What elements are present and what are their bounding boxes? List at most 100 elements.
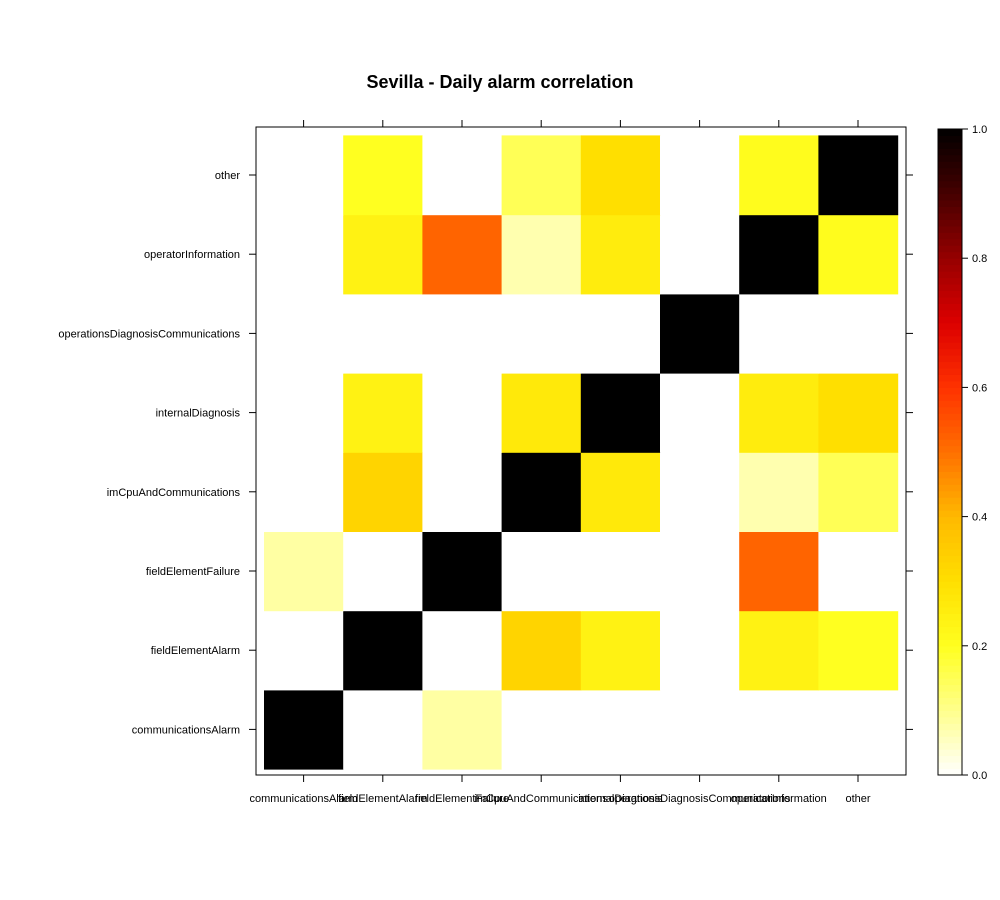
heatmap-cells xyxy=(264,135,899,770)
heatmap-cell xyxy=(818,452,899,532)
heatmap-cell xyxy=(660,293,740,374)
colorbar-swatch xyxy=(938,284,962,291)
colorbar-swatch xyxy=(938,303,962,311)
y-tick-label: fieldElementAlarm xyxy=(151,645,240,657)
y-tick-label: imCpuAndCommunications xyxy=(107,487,241,499)
heatmap-cell xyxy=(580,135,661,216)
colorbar-swatch xyxy=(938,296,962,304)
colorbar-swatch xyxy=(938,574,962,582)
colorbar-swatch xyxy=(938,645,962,653)
colorbar-swatch xyxy=(938,348,962,356)
heatmap-cell xyxy=(501,452,582,532)
y-tick-label: other xyxy=(215,170,240,182)
heatmap-cell xyxy=(580,452,661,532)
colorbar-swatch xyxy=(938,212,962,220)
heatmap-cell xyxy=(343,135,423,216)
heatmap-cell xyxy=(422,610,503,691)
y-tick-label: operationsDiagnosisCommunications xyxy=(58,328,240,340)
colorbar-swatch xyxy=(938,665,962,673)
colorbar-swatch xyxy=(938,684,962,692)
heatmap-cell xyxy=(422,214,503,295)
colorbar-swatch xyxy=(938,245,962,253)
heatmap-cell xyxy=(818,214,899,295)
heatmap-cell xyxy=(739,610,819,691)
heatmap-cell xyxy=(580,689,661,770)
colorbar-swatch xyxy=(938,374,962,382)
colorbar-swatch xyxy=(938,290,962,298)
colorbar-swatch xyxy=(938,148,962,156)
heatmap-cell xyxy=(422,531,503,612)
heatmap-cell xyxy=(501,610,582,691)
heatmap-cell xyxy=(264,610,344,691)
heatmap-cell xyxy=(501,531,582,612)
colorbar-swatch xyxy=(938,742,962,750)
colorbar-swatch xyxy=(938,464,962,472)
colorbar-swatch xyxy=(938,380,962,388)
y-tick-label: fieldElementFailure xyxy=(146,566,240,578)
colorbar-swatch xyxy=(938,316,962,324)
colorbar-swatch xyxy=(938,568,962,576)
colorbar-swatch xyxy=(938,497,962,505)
y-tick-labels: communicationsAlarm fieldElementAlarm fiel… xyxy=(58,170,240,736)
colorbar-swatch xyxy=(938,141,962,149)
colorbar-swatch xyxy=(938,710,962,718)
x-tick-label: imCpuAndCommunications xyxy=(475,793,609,805)
colorbar-swatch xyxy=(938,154,962,162)
heatmap-cell xyxy=(580,531,661,612)
colorbar-swatch xyxy=(938,161,962,169)
y-tick-label: operatorInformation xyxy=(144,249,240,261)
colorbar-swatch xyxy=(938,426,962,434)
x-tick-label: internalDiagnosis xyxy=(578,793,663,805)
colorbar-swatch xyxy=(938,387,962,395)
axis-ticks xyxy=(249,120,913,782)
heatmap-cell xyxy=(739,452,819,532)
colorbar-tick-label: 0.6 xyxy=(972,382,987,394)
colorbar-tick-label: 0.2 xyxy=(972,641,987,653)
colorbar-swatch xyxy=(938,477,962,485)
heatmap-cell xyxy=(501,689,582,770)
colorbar-swatch xyxy=(938,762,962,770)
colorbar-swatch xyxy=(938,342,962,350)
colorbar-swatch xyxy=(938,613,962,621)
colorbar-swatch xyxy=(938,329,962,337)
heatmap-cell xyxy=(501,214,582,295)
colorbar-swatch xyxy=(938,755,962,763)
colorbar-swatch xyxy=(938,277,962,285)
heatmap-cell xyxy=(660,214,740,295)
x-tick-labels: communicationsAlarmfieldElementAlarmfiel… xyxy=(249,793,870,805)
colorbar-swatch xyxy=(938,729,962,737)
colorbar-swatch xyxy=(938,671,962,679)
colorbar-swatch xyxy=(938,335,962,343)
colorbar-swatch xyxy=(938,180,962,188)
heatmap-cell xyxy=(501,293,582,374)
colorbar-swatch xyxy=(938,174,962,182)
colorbar-swatch xyxy=(938,322,962,330)
colorbar-swatch xyxy=(938,490,962,498)
colorbar-swatch xyxy=(938,167,962,175)
y-tick-label: internalDiagnosis xyxy=(156,408,241,420)
heatmap-cell xyxy=(580,373,661,453)
colorbar-swatch xyxy=(938,581,962,589)
colorbar-swatch xyxy=(938,200,962,208)
chart-title: Sevilla - Daily alarm correlation xyxy=(366,72,633,92)
heatmap-cell xyxy=(264,531,344,612)
colorbar-swatch xyxy=(938,432,962,440)
colorbar-swatch xyxy=(938,471,962,479)
colorbar-swatch xyxy=(938,555,962,563)
colorbar-swatch xyxy=(938,639,962,647)
heatmap-cell xyxy=(422,293,503,374)
colorbar-swatch xyxy=(938,264,962,272)
heatmap-cell xyxy=(264,293,344,374)
heatmap-cell xyxy=(264,452,344,532)
heatmap-cell xyxy=(660,531,740,612)
colorbar xyxy=(937,128,963,776)
colorbar-tick-label: 0.8 xyxy=(972,253,987,265)
heatmap-cell xyxy=(343,293,423,374)
colorbar-swatch xyxy=(938,600,962,608)
heatmap-cell xyxy=(818,293,899,374)
heatmap-cell xyxy=(818,610,899,691)
colorbar-swatch xyxy=(938,619,962,627)
x-tick-label: fieldElementAlarm xyxy=(338,793,427,805)
heatmap-cell xyxy=(739,373,819,453)
